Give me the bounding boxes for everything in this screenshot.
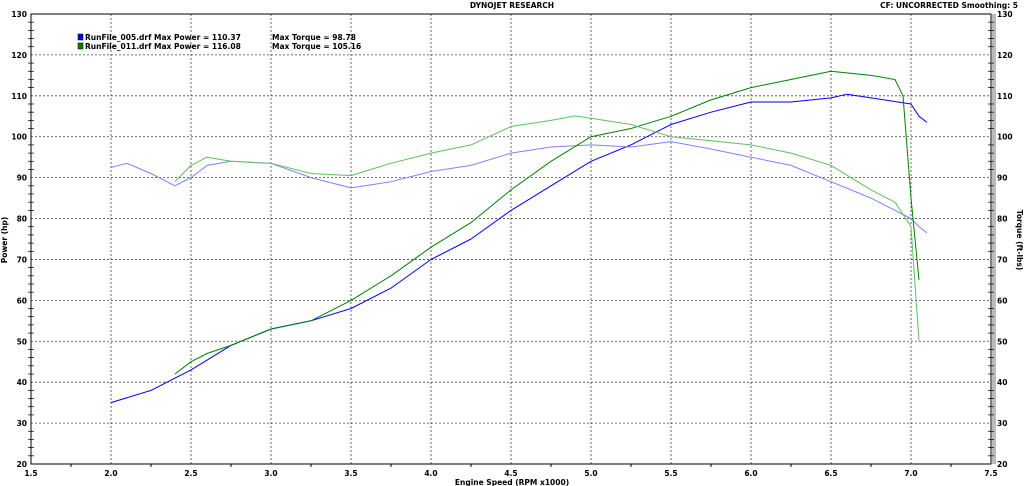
series-line-torque-runfile-005-drf — [110, 141, 928, 234]
series-line-torque-runfile-011-drf — [174, 115, 920, 342]
y-tick-label: 20 — [17, 460, 27, 469]
y-tick-label: 40 — [17, 378, 27, 387]
legend-torque: Max Torque = 105.16 — [272, 42, 361, 51]
y2-tick-label: 130 — [997, 10, 1013, 19]
y2-tick-label: 20 — [997, 460, 1007, 469]
y2-tick-label: 50 — [997, 337, 1007, 346]
right-axis-shade — [992, 14, 996, 464]
y-tick-label: 30 — [17, 419, 27, 428]
y2-tick-label: 40 — [997, 378, 1007, 387]
x-tick-label: 2.0 — [104, 469, 117, 478]
y-tick-label: 70 — [17, 255, 27, 264]
x-axis-label: Engine Speed (RPM x1000) — [455, 478, 569, 486]
x-tick-label: 2.5 — [184, 469, 197, 478]
y2-tick-label: 80 — [997, 215, 1007, 224]
y-tick-label: 110 — [11, 92, 27, 101]
legend-swatch — [77, 33, 84, 41]
x-tick-label: 6.0 — [744, 469, 757, 478]
plot-frame — [30, 13, 992, 465]
y2-tick-label: 90 — [997, 174, 1007, 183]
y-tick-label: 100 — [11, 133, 27, 142]
y2-tick-label: 100 — [997, 133, 1013, 142]
y-axis-label: Power (hp) — [0, 217, 9, 264]
series-line-power-runfile-011-drf — [174, 70, 920, 375]
x-tick-label: 4.5 — [504, 469, 517, 478]
legend-entry: RunFile_005.drf Max Power = 110.37 — [85, 33, 241, 42]
y-tick-label: 90 — [17, 174, 27, 183]
x-tick-label: 5.5 — [664, 469, 677, 478]
y-tick-label: 80 — [17, 215, 27, 224]
x-tick-label: 6.5 — [824, 469, 837, 478]
y-tick-label: 50 — [17, 337, 27, 346]
legend-swatch — [77, 42, 84, 50]
chart-title: DYNOJET RESEARCH — [470, 1, 554, 10]
legend-entry: RunFile_011.drf Max Power = 116.08 — [85, 42, 241, 51]
y2-axis-label: Torque (ft-lbs) — [1015, 210, 1024, 271]
x-tick-label: 7.0 — [904, 469, 917, 478]
y-tick-label: 120 — [11, 51, 27, 60]
legend-torque: Max Torque = 98.78 — [272, 33, 356, 42]
y-tick-label: 60 — [17, 296, 27, 305]
y2-tick-label: 30 — [997, 419, 1007, 428]
series-line-power-runfile-005-drf — [110, 93, 928, 404]
chart-subtitle: CF: UNCORRECTED Smoothing: 5 — [880, 1, 1018, 10]
x-tick-label: 7.5 — [984, 469, 997, 478]
x-tick-label: 5.0 — [584, 469, 597, 478]
y2-tick-label: 70 — [997, 255, 1007, 264]
y-tick-label: 130 — [11, 10, 27, 19]
y2-tick-label: 120 — [997, 51, 1013, 60]
y2-tick-label: 110 — [997, 92, 1013, 101]
x-tick-label: 3.0 — [264, 469, 277, 478]
x-tick-label: 4.0 — [424, 469, 437, 478]
x-tick-label: 1.5 — [24, 469, 37, 478]
y2-tick-label: 60 — [997, 296, 1007, 305]
x-tick-label: 3.5 — [344, 469, 357, 478]
